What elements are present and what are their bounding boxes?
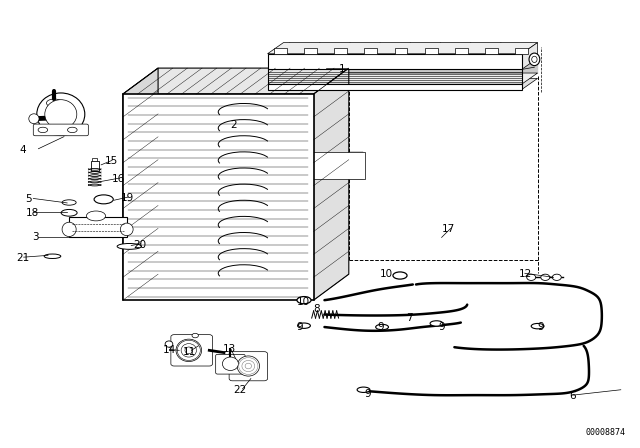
Polygon shape <box>268 73 538 84</box>
Ellipse shape <box>430 321 443 326</box>
FancyBboxPatch shape <box>91 161 99 171</box>
Ellipse shape <box>47 99 63 107</box>
Ellipse shape <box>62 200 76 205</box>
FancyBboxPatch shape <box>69 217 127 237</box>
Text: 15: 15 <box>104 156 118 166</box>
FancyBboxPatch shape <box>304 48 317 54</box>
Text: 11: 11 <box>182 347 196 357</box>
FancyBboxPatch shape <box>515 48 528 54</box>
FancyBboxPatch shape <box>33 124 88 136</box>
Text: 4: 4 <box>19 145 26 155</box>
Text: 8: 8 <box>314 304 320 314</box>
FancyBboxPatch shape <box>425 48 438 54</box>
Ellipse shape <box>62 222 76 237</box>
Ellipse shape <box>165 341 173 347</box>
FancyBboxPatch shape <box>268 152 365 179</box>
FancyBboxPatch shape <box>216 354 245 374</box>
Text: 9: 9 <box>538 322 544 332</box>
Text: 20: 20 <box>133 240 147 250</box>
Text: 7: 7 <box>406 313 413 323</box>
FancyBboxPatch shape <box>334 48 347 54</box>
Ellipse shape <box>61 209 77 216</box>
FancyBboxPatch shape <box>274 48 287 54</box>
Text: 19: 19 <box>120 193 134 203</box>
Ellipse shape <box>29 114 39 124</box>
Polygon shape <box>522 43 538 69</box>
FancyBboxPatch shape <box>268 54 522 69</box>
FancyBboxPatch shape <box>92 158 97 161</box>
Ellipse shape <box>531 323 544 329</box>
Text: 6: 6 <box>570 392 576 401</box>
Polygon shape <box>268 78 538 90</box>
Text: 21: 21 <box>17 253 30 263</box>
Text: 2: 2 <box>230 121 237 130</box>
Ellipse shape <box>176 339 202 362</box>
Text: 12: 12 <box>518 269 532 279</box>
Ellipse shape <box>86 211 106 221</box>
Text: 9: 9 <box>378 322 384 332</box>
FancyBboxPatch shape <box>123 94 314 300</box>
Ellipse shape <box>532 56 537 63</box>
Text: 18: 18 <box>26 208 39 218</box>
Ellipse shape <box>38 127 47 133</box>
Text: 13: 13 <box>223 345 236 354</box>
Ellipse shape <box>223 357 238 370</box>
Ellipse shape <box>36 93 85 135</box>
Text: 5: 5 <box>26 194 32 204</box>
FancyBboxPatch shape <box>394 48 407 54</box>
Ellipse shape <box>192 333 198 338</box>
Ellipse shape <box>297 297 311 304</box>
Text: 9: 9 <box>438 322 445 332</box>
Ellipse shape <box>298 323 310 328</box>
Ellipse shape <box>237 356 260 376</box>
FancyBboxPatch shape <box>268 84 522 90</box>
Ellipse shape <box>357 387 370 392</box>
Ellipse shape <box>44 254 61 258</box>
Text: 10: 10 <box>380 269 394 279</box>
Text: 9: 9 <box>296 322 303 332</box>
Ellipse shape <box>68 127 77 133</box>
Ellipse shape <box>376 324 388 330</box>
Text: 3: 3 <box>32 233 38 242</box>
Polygon shape <box>123 68 158 300</box>
Polygon shape <box>314 68 349 300</box>
Ellipse shape <box>117 244 141 249</box>
Polygon shape <box>123 68 349 94</box>
Text: 9: 9 <box>365 389 371 399</box>
Polygon shape <box>268 43 538 54</box>
Ellipse shape <box>393 272 407 279</box>
Text: 16: 16 <box>112 174 125 184</box>
FancyBboxPatch shape <box>229 352 268 381</box>
Text: 00008874: 00008874 <box>586 428 626 437</box>
Text: 10: 10 <box>296 297 310 307</box>
FancyBboxPatch shape <box>455 48 468 54</box>
Text: 1: 1 <box>339 65 346 74</box>
Text: 17: 17 <box>442 224 455 234</box>
Ellipse shape <box>45 99 77 129</box>
Ellipse shape <box>529 53 540 65</box>
Ellipse shape <box>120 223 133 236</box>
Text: 14: 14 <box>163 345 176 355</box>
Text: 22: 22 <box>234 385 247 395</box>
Ellipse shape <box>541 274 550 280</box>
Ellipse shape <box>94 195 113 204</box>
FancyBboxPatch shape <box>364 48 377 54</box>
Ellipse shape <box>527 274 536 280</box>
FancyBboxPatch shape <box>485 48 498 54</box>
Ellipse shape <box>552 274 561 280</box>
FancyBboxPatch shape <box>171 335 212 366</box>
